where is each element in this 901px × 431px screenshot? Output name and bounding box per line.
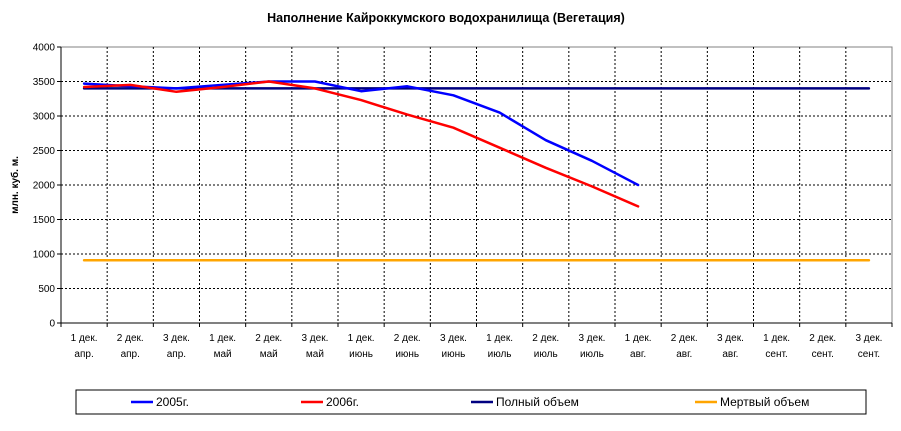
x-tick-label: май: [214, 349, 232, 360]
legend: 2005г. 2006г. Полный объем Мертвый объем: [75, 389, 867, 415]
axes: 0 500 1000 1500 2000 2500 3000 3500 4000 1 дек. ап…: [33, 43, 893, 360]
series-line-1: [82, 80, 640, 208]
x-tick-label: май: [306, 349, 324, 360]
x-tick-label: авг.: [722, 349, 738, 360]
x-tick-label: 3 дек.: [301, 333, 328, 344]
x-tick-label: 2 дек.: [117, 333, 144, 344]
x-tick-label: сент.: [765, 349, 787, 360]
x-tick-label: июнь: [395, 349, 419, 360]
x-tick-label: июль: [580, 349, 604, 360]
legend-label: 2006г.: [326, 395, 359, 409]
y-axis-label: млн. куб. м.: [9, 156, 21, 214]
x-tick-label: 3 дек.: [855, 333, 882, 344]
x-tick-label: сент.: [812, 349, 834, 360]
x-tick-label: авг.: [676, 349, 692, 360]
y-tick-label: 0: [49, 319, 55, 330]
x-tick-label: 1 дек.: [486, 333, 513, 344]
x-tick-label: 1 дек.: [625, 333, 652, 344]
legend-box: [75, 389, 867, 415]
x-tick-label: 3 дек.: [163, 333, 190, 344]
x-tick-label: 3 дек.: [717, 333, 744, 344]
y-tick-label: 1000: [33, 250, 56, 261]
x-tick-label: 3 дек.: [578, 333, 605, 344]
x-tick-label: 2 дек.: [255, 333, 282, 344]
x-tick-label: июль: [488, 349, 512, 360]
x-tick-label: 2 дек.: [809, 333, 836, 344]
legend-label: 2005г.: [156, 395, 189, 409]
x-tick-label: 2 дек.: [394, 333, 421, 344]
x-tick-label: 1 дек.: [71, 333, 98, 344]
y-tick-label: 4000: [33, 43, 56, 54]
legend-label: Мертвый объем: [720, 395, 809, 409]
x-tick-label: апр.: [121, 349, 140, 360]
x-tick-label: 2 дек.: [532, 333, 559, 344]
x-tick-label: июль: [534, 349, 558, 360]
y-tick-label: 2000: [33, 181, 56, 192]
y-tick-label: 2500: [33, 146, 56, 157]
x-tick-label: 1 дек.: [348, 333, 375, 344]
series-line-0: [82, 80, 640, 187]
x-tick-label: 3 дек.: [440, 333, 467, 344]
x-tick-label: 2 дек.: [671, 333, 698, 344]
x-tick-label: сент.: [858, 349, 880, 360]
y-tick-label: 1500: [33, 215, 56, 226]
x-tick-label: 1 дек.: [209, 333, 236, 344]
chart-title: Наполнение Кайроккумского водохранилища …: [267, 11, 625, 25]
y-tick-label: 3500: [33, 77, 56, 88]
x-tick-label: апр.: [167, 349, 186, 360]
x-tick-label: апр.: [74, 349, 93, 360]
y-tick-label: 3000: [33, 112, 56, 123]
x-tick-label: май: [260, 349, 278, 360]
y-tick-label: 500: [38, 284, 55, 295]
series-layer: [82, 80, 871, 262]
x-tick-label: июнь: [442, 349, 466, 360]
legend-label: Полный объем: [496, 395, 579, 409]
x-tick-label: авг.: [630, 349, 646, 360]
x-tick-label: 1 дек.: [763, 333, 790, 344]
x-tick-label: июнь: [349, 349, 373, 360]
grid-layer: [60, 46, 893, 324]
